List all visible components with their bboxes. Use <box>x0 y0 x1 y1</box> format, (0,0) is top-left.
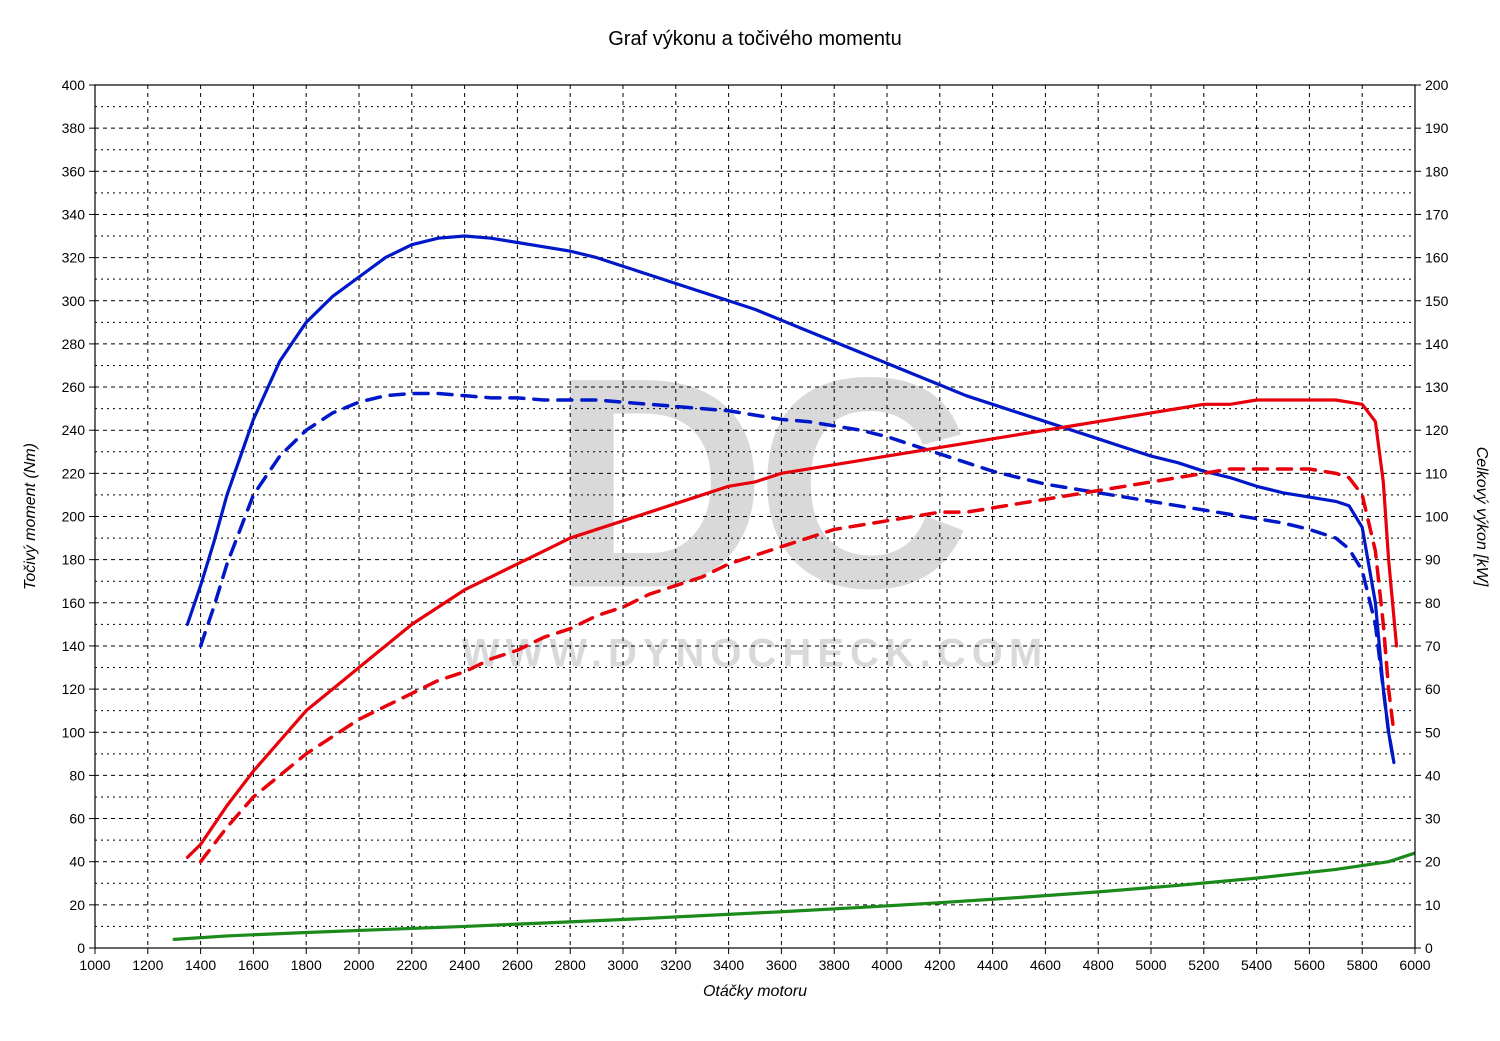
x-tick-label: 3800 <box>819 957 850 973</box>
y-left-tick-label: 100 <box>62 724 86 740</box>
x-tick-label: 1200 <box>132 957 163 973</box>
x-tick-label: 2600 <box>502 957 533 973</box>
x-tick-label: 2400 <box>449 957 480 973</box>
y-right-tick-label: 160 <box>1425 250 1449 266</box>
x-tick-label: 4400 <box>977 957 1008 973</box>
x-tick-label: 3000 <box>607 957 638 973</box>
y-right-axis-title: Celkový výkon [kW] <box>1473 447 1490 587</box>
y-right-tick-label: 90 <box>1425 552 1441 568</box>
y-left-tick-label: 120 <box>62 681 86 697</box>
y-left-tick-label: 80 <box>69 767 85 783</box>
y-left-tick-label: 340 <box>62 206 86 222</box>
y-right-tick-label: 150 <box>1425 293 1449 309</box>
y-right-tick-label: 50 <box>1425 724 1441 740</box>
y-left-tick-label: 140 <box>62 638 86 654</box>
y-right-tick-label: 10 <box>1425 897 1441 913</box>
y-right-tick-label: 60 <box>1425 681 1441 697</box>
y-left-tick-label: 300 <box>62 293 86 309</box>
y-left-tick-label: 220 <box>62 465 86 481</box>
y-right-tick-label: 170 <box>1425 206 1449 222</box>
y-left-tick-label: 180 <box>62 552 86 568</box>
x-tick-label: 2800 <box>555 957 586 973</box>
y-right-tick-label: 20 <box>1425 854 1441 870</box>
y-right-tick-label: 70 <box>1425 638 1441 654</box>
x-axis-title: Otáčky motoru <box>703 983 807 1000</box>
y-left-tick-label: 160 <box>62 595 86 611</box>
x-tick-label: 5600 <box>1294 957 1325 973</box>
y-right-tick-label: 80 <box>1425 595 1441 611</box>
y-right-tick-label: 180 <box>1425 163 1449 179</box>
watermark-url: WWW.DYNOCHECK.COM <box>462 632 1048 676</box>
y-left-tick-label: 20 <box>69 897 85 913</box>
x-tick-label: 1000 <box>79 957 110 973</box>
y-left-tick-label: 260 <box>62 379 86 395</box>
chart-title: Graf výkonu a točivého momentu <box>608 28 901 50</box>
x-tick-label: 5800 <box>1347 957 1378 973</box>
y-right-tick-label: 200 <box>1425 77 1449 93</box>
x-tick-label: 4200 <box>924 957 955 973</box>
y-left-axis-title: Točivý moment (Nm) <box>22 443 39 590</box>
x-tick-label: 5200 <box>1188 957 1219 973</box>
x-tick-label: 3200 <box>660 957 691 973</box>
x-tick-label: 1400 <box>185 957 216 973</box>
x-tick-label: 4600 <box>1030 957 1061 973</box>
x-tick-label: 1800 <box>291 957 322 973</box>
chart-svg: DCWWW.DYNOCHECK.COM100012001400160018002… <box>0 0 1500 1041</box>
x-tick-label: 6000 <box>1399 957 1430 973</box>
x-tick-label: 2200 <box>396 957 427 973</box>
y-left-tick-label: 0 <box>77 940 85 956</box>
y-left-tick-label: 380 <box>62 120 86 136</box>
y-right-tick-label: 30 <box>1425 811 1441 827</box>
y-left-tick-label: 240 <box>62 422 86 438</box>
y-right-tick-label: 100 <box>1425 509 1449 525</box>
y-right-tick-label: 190 <box>1425 120 1449 136</box>
x-tick-label: 3400 <box>713 957 744 973</box>
y-left-tick-label: 40 <box>69 854 85 870</box>
x-tick-label: 5000 <box>1135 957 1166 973</box>
y-left-tick-label: 320 <box>62 250 86 266</box>
y-right-tick-label: 0 <box>1425 940 1433 956</box>
x-tick-label: 4800 <box>1083 957 1114 973</box>
y-left-tick-label: 280 <box>62 336 86 352</box>
x-tick-label: 2000 <box>343 957 374 973</box>
y-right-tick-label: 130 <box>1425 379 1449 395</box>
y-right-tick-label: 140 <box>1425 336 1449 352</box>
y-left-tick-label: 200 <box>62 509 86 525</box>
x-tick-label: 1600 <box>238 957 269 973</box>
x-tick-label: 3600 <box>766 957 797 973</box>
dyno-chart: { "canvas": { "width": 1500, "height": 1… <box>0 0 1500 1041</box>
y-right-tick-label: 40 <box>1425 767 1441 783</box>
y-right-tick-label: 120 <box>1425 422 1449 438</box>
x-tick-label: 5400 <box>1241 957 1272 973</box>
y-left-tick-label: 360 <box>62 163 86 179</box>
y-right-tick-label: 110 <box>1425 465 1448 481</box>
y-left-tick-label: 60 <box>69 811 85 827</box>
x-tick-label: 4000 <box>871 957 902 973</box>
y-left-tick-label: 400 <box>62 77 86 93</box>
